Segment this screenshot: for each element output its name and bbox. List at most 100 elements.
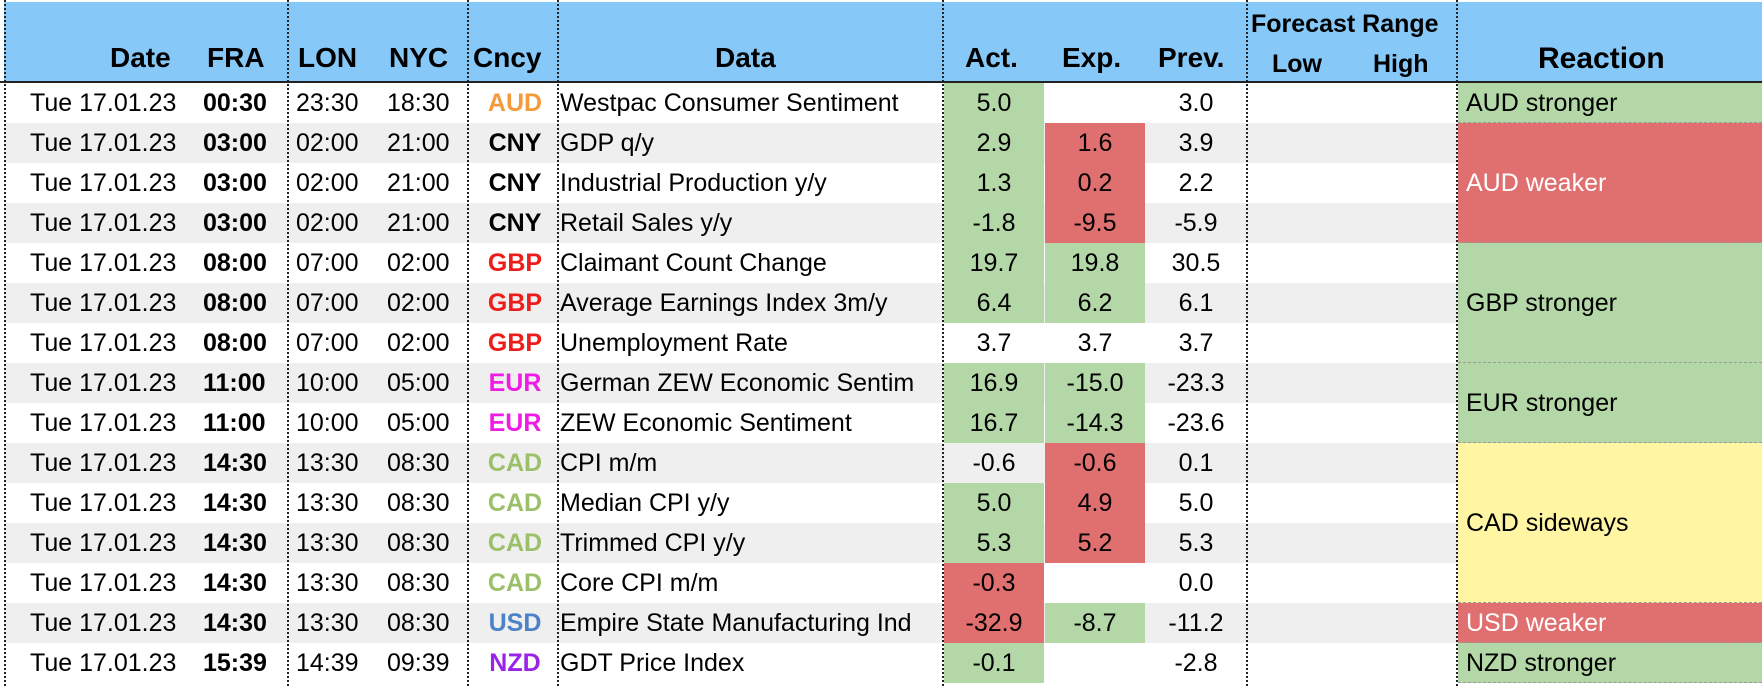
cell-act: -1.8 xyxy=(944,203,1044,243)
cell-fra: 11:00 xyxy=(203,369,266,397)
cell-data: Industrial Production y/y xyxy=(560,169,827,197)
cell-date: Tue 17.01.23 xyxy=(30,409,177,437)
cell-lon: 07:00 xyxy=(296,289,359,317)
header-lon: LON xyxy=(298,42,358,73)
cell-prev: -2.8 xyxy=(1174,649,1218,677)
cell-cncy: EUR xyxy=(488,369,542,397)
cell-act: -0.6 xyxy=(972,449,1016,477)
cell-exp: -15.0 xyxy=(1045,363,1145,403)
cell-nyc: 08:30 xyxy=(387,449,450,477)
cell-nyc: 05:00 xyxy=(387,369,450,397)
cell-fra: 00:30 xyxy=(203,89,267,117)
cell-nyc: 08:30 xyxy=(387,529,450,557)
cell-data: German ZEW Economic Sentim xyxy=(560,369,915,397)
cell-fra: 15:39 xyxy=(203,649,267,677)
col-divider-3 xyxy=(557,0,559,686)
cell-act: 5.3 xyxy=(944,523,1044,563)
header-act: Act. xyxy=(965,42,1018,73)
cell-nyc: 21:00 xyxy=(387,169,450,197)
cell-cncy: CNY xyxy=(488,169,542,197)
cell-exp: -9.5 xyxy=(1045,203,1145,243)
cell-date: Tue 17.01.23 xyxy=(30,129,177,157)
cell-prev: 6.1 xyxy=(1178,289,1214,317)
reaction-cell: AUD weaker xyxy=(1458,123,1762,243)
cell-lon: 13:30 xyxy=(296,569,359,597)
cell-fra: 08:00 xyxy=(203,249,267,277)
cell-act: 3.7 xyxy=(976,329,1012,357)
cell-exp: 3.7 xyxy=(1077,329,1113,357)
cell-act: 19.7 xyxy=(944,243,1044,283)
header-forecast-range: Forecast Range xyxy=(1251,10,1439,38)
cell-prev: -23.3 xyxy=(1167,369,1225,397)
cell-cncy: GBP xyxy=(487,289,543,317)
header-exp: Exp. xyxy=(1062,42,1122,73)
reaction-cell: AUD stronger xyxy=(1458,83,1762,123)
table-row: Tue 17.01.23 08:00 07:00 02:00 GBP Claimant C… xyxy=(4,243,1762,283)
header-nyc: NYC xyxy=(389,42,449,73)
table-row: Tue 17.01.23 03:00 02:00 21:00 CNY Industrial… xyxy=(4,163,1762,203)
left-border xyxy=(4,0,6,686)
cell-date: Tue 17.01.23 xyxy=(30,369,177,397)
cell-date: Tue 17.01.23 xyxy=(30,169,177,197)
cell-data: ZEW Economic Sentiment xyxy=(560,409,852,437)
reaction-cell: EUR stronger xyxy=(1458,363,1762,443)
cell-prev: 3.0 xyxy=(1178,89,1214,117)
cell-date: Tue 17.01.23 xyxy=(30,569,177,597)
cell-cncy: GBP xyxy=(487,249,543,277)
header-prev: Prev. xyxy=(1158,42,1225,73)
cell-fra: 14:30 xyxy=(203,489,267,517)
header-fra: FRA xyxy=(207,42,265,73)
cell-lon: 07:00 xyxy=(296,329,359,357)
col-divider-5 xyxy=(1246,0,1248,686)
table-row: Tue 17.01.23 11:00 10:00 05:00 EUR ZEW Econom… xyxy=(4,403,1762,443)
cell-date: Tue 17.01.23 xyxy=(30,249,177,277)
table-row: Tue 17.01.23 08:00 07:00 02:00 GBP Unemployme… xyxy=(4,323,1762,363)
cell-prev: 3.7 xyxy=(1178,329,1214,357)
cell-date: Tue 17.01.23 xyxy=(30,649,177,677)
cell-nyc: 02:00 xyxy=(387,249,450,277)
cell-exp: -14.3 xyxy=(1045,403,1145,443)
cell-cncy: CAD xyxy=(487,449,543,477)
cell-cncy: CAD xyxy=(487,529,543,557)
cell-exp xyxy=(1045,83,1145,123)
cell-exp: 4.9 xyxy=(1045,483,1145,523)
cell-lon: 13:30 xyxy=(296,609,359,637)
cell-exp xyxy=(1045,643,1145,683)
cell-exp: -8.7 xyxy=(1045,603,1145,643)
cell-lon: 14:39 xyxy=(296,649,359,677)
cell-fra: 14:30 xyxy=(203,529,267,557)
cell-prev: 2.2 xyxy=(1178,169,1214,197)
header-date: Date xyxy=(110,42,171,73)
cell-prev: 5.0 xyxy=(1178,489,1214,517)
cell-lon: 07:00 xyxy=(296,249,359,277)
cell-act: -0.1 xyxy=(944,643,1044,683)
cell-nyc: 08:30 xyxy=(387,609,450,637)
cell-act: -32.9 xyxy=(944,603,1044,643)
table-row: Tue 17.01.23 14:30 13:30 08:30 CAD Median CPI… xyxy=(4,483,1762,523)
cell-exp xyxy=(1045,563,1145,603)
cell-act: -0.3 xyxy=(944,563,1044,603)
cell-date: Tue 17.01.23 xyxy=(30,89,177,117)
cell-fra: 08:00 xyxy=(203,329,267,357)
cell-prev: -23.6 xyxy=(1167,409,1225,437)
cell-data: GDT Price Index xyxy=(560,649,745,677)
cell-date: Tue 17.01.23 xyxy=(30,489,177,517)
cell-exp: 1.6 xyxy=(1045,123,1145,163)
cell-date: Tue 17.01.23 xyxy=(30,449,177,477)
cell-data: Median CPI y/y xyxy=(560,489,730,517)
cell-data: Trimmed CPI y/y xyxy=(560,529,746,557)
cell-cncy: USD xyxy=(488,609,542,637)
cell-cncy: EUR xyxy=(488,409,542,437)
col-divider-4 xyxy=(942,0,944,686)
header-bottom-line xyxy=(0,81,1762,83)
cell-act: 16.7 xyxy=(944,403,1044,443)
cell-nyc: 05:00 xyxy=(387,409,450,437)
cell-date: Tue 17.01.23 xyxy=(30,289,177,317)
col-divider-1 xyxy=(287,0,289,686)
cell-prev: 5.3 xyxy=(1178,529,1214,557)
cell-cncy: CNY xyxy=(488,209,542,237)
cell-data: Claimant Count Change xyxy=(560,249,827,277)
cell-lon: 13:30 xyxy=(296,529,359,557)
col-divider-6 xyxy=(1456,0,1458,686)
